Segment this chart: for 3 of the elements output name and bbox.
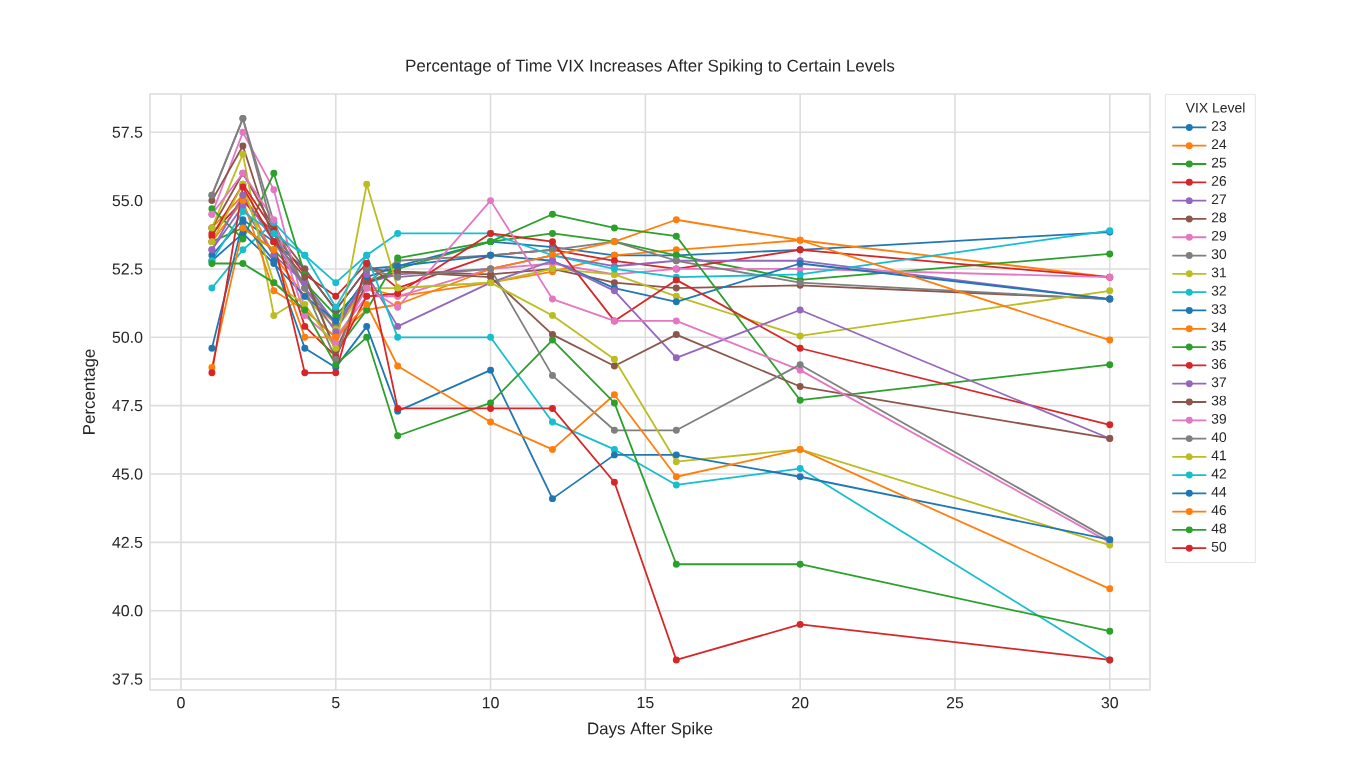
chart-title: Percentage of Time VIX Increases After Spiking to Certain Levels [406, 59, 895, 75]
y-axis-title: Percentage [83, 349, 99, 434]
x-axis-title: Days After Spike [588, 722, 713, 738]
